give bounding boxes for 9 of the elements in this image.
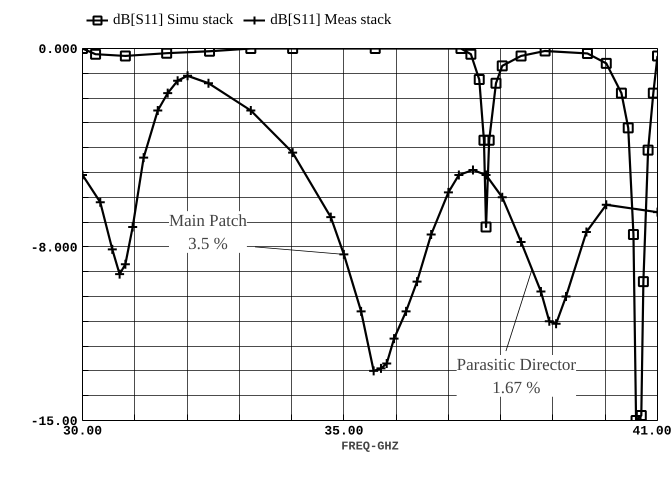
y-tick-label: -8.000: [30, 240, 78, 256]
x-tick-label: 41.00: [632, 424, 671, 438]
annotation: Parasitic Director 1.67 %: [456, 354, 576, 397]
legend-label: dB[S11] Simu stack: [113, 12, 234, 28]
y-tick-label: 0.000: [38, 42, 78, 57]
x-tick-label: 35.00: [324, 424, 364, 438]
legend-label: dB[S11] Meas stack: [270, 12, 392, 28]
x-axis-title: FREQ-GHZ: [341, 440, 399, 454]
annotation: Main Patch 3.5 %: [169, 211, 248, 253]
